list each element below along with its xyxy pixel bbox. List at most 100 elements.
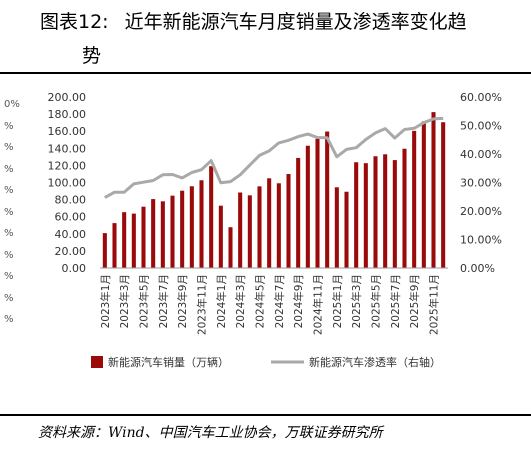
x-axis-tick-label: 2024年7月	[273, 274, 286, 328]
x-axis-tick-label: 2023年9月	[176, 274, 189, 328]
sales-bar	[218, 205, 223, 268]
left-axis-tick-label: 140.00	[48, 142, 87, 155]
left-axis-tick-label: 60.00	[55, 211, 87, 224]
x-axis-tick-label: 2023年5月	[138, 274, 151, 328]
sales-bar	[383, 154, 388, 268]
left-axis-tick-label: 40.00	[55, 228, 87, 241]
sales-bar	[112, 223, 117, 268]
right-axis-tick-label: 50.00%	[460, 120, 502, 133]
sales-bar	[141, 206, 146, 268]
chart-title-text: 近年新能源汽车月度销量及渗透率变化趋	[124, 11, 467, 33]
sales-bar	[151, 199, 156, 268]
sales-bar	[344, 191, 349, 268]
sales-bar	[296, 157, 301, 268]
figure-number: 图表12:	[40, 11, 109, 33]
sales-bar	[209, 166, 214, 268]
left-axis-tick-label: 20.00	[55, 245, 87, 258]
sales-bar	[199, 180, 204, 268]
left-axis-tick-label: 120.00	[48, 159, 87, 172]
right-axis-tick-label: 0.00%	[460, 262, 495, 275]
sales-bar	[402, 148, 407, 268]
x-axis-tick-label: 2025年9月	[408, 274, 421, 328]
penetration-line	[104, 116, 444, 199]
stray-percent-label: %	[4, 163, 14, 175]
sales-bar	[373, 156, 378, 268]
stray-percent-label: %	[4, 142, 14, 153]
x-axis-tick-label: 2025年11月	[428, 274, 441, 335]
left-axis-tick-label: 180.00	[48, 108, 87, 121]
chart-title: 图表12: 近年新能源汽车月度销量及渗透率变化趋	[40, 10, 530, 34]
stray-percent-label: %	[4, 185, 14, 196]
stray-percent-label: %	[4, 292, 14, 304]
right-axis-tick-label: 10.00%	[460, 234, 502, 247]
sales-bar	[305, 145, 310, 268]
sales-bar	[122, 212, 127, 268]
sales-bar	[315, 138, 320, 268]
sales-bar	[131, 213, 136, 268]
x-axis-tick-label: 2023年7月	[157, 274, 170, 328]
sales-bar	[267, 178, 272, 268]
x-axis-tick-label: 2025年3月	[350, 274, 363, 328]
sales-bar	[170, 195, 175, 268]
stray-percent-label: %	[4, 314, 14, 325]
sales-bar	[247, 195, 252, 268]
x-axis-tick-label: 2023年3月	[118, 274, 131, 328]
sales-bar	[412, 130, 417, 268]
x-axis-tick-label: 2024年5月	[254, 274, 267, 328]
x-axis-tick-label: 2025年1月	[331, 274, 344, 328]
penetration-line-group	[104, 116, 444, 199]
right-axis-ticks: 0.00% 10.00% 20.00% 30.00% 40.00% 50.00% 60.00…	[460, 91, 502, 275]
stray-percent-label: %	[4, 249, 14, 261]
stray-percent-label: %	[4, 120, 14, 132]
stray-percent-label: %	[4, 271, 14, 282]
sales-penetration-chart: 0.00 20.00 40.00 60.00 80.00 100.00 120.00 140.…	[48, 91, 502, 369]
sales-bar	[286, 174, 291, 268]
sales-bar	[160, 201, 165, 268]
sales-bar	[354, 162, 359, 268]
bottom-divider	[0, 414, 531, 416]
stray-percent-label: 0%	[4, 99, 20, 110]
sales-bar	[180, 190, 185, 268]
left-axis-tick-label: 100.00	[48, 177, 87, 190]
stray-percent-label: %	[4, 206, 14, 218]
legend-label-sales: 新能源汽车销量（万辆）	[108, 355, 229, 369]
legend-label-penetration: 新能源汽车渗透率（右轴）	[309, 355, 441, 369]
top-divider	[0, 72, 531, 74]
sales-bar	[363, 163, 368, 268]
sales-bar	[421, 121, 426, 269]
sales-bar	[431, 112, 436, 268]
sales-bar	[325, 131, 330, 268]
right-axis-tick-label: 40.00%	[460, 148, 502, 161]
right-axis-tick-label: 30.00%	[460, 177, 502, 190]
sales-bar	[276, 183, 281, 268]
sales-bar	[238, 192, 243, 268]
x-axis-tick-label: 2024年1月	[215, 274, 228, 328]
left-axis-ticks: 0.00 20.00 40.00 60.00 80.00 100.00 120.00 140.…	[48, 91, 87, 275]
sales-bar	[392, 160, 397, 268]
sales-bar	[102, 233, 107, 268]
sales-bar	[257, 186, 262, 268]
x-axis-tick-label: 2023年1月	[99, 274, 112, 328]
sales-bar	[441, 122, 446, 268]
legend: 新能源汽车销量（万辆） 新能源汽车渗透率（右轴）	[91, 355, 441, 369]
stray-percent-label: %	[4, 228, 14, 239]
x-axis-tick-label: 2025年5月	[370, 274, 383, 328]
sales-bars	[102, 112, 446, 269]
source-note: 资料来源：Wind、中国汽车工业协会，万联证券研究所	[38, 425, 383, 441]
chart-title-continuation: 势	[82, 45, 102, 67]
x-axis-tick-label: 2023年11月	[196, 274, 209, 335]
left-axis-tick-label: 0.00	[62, 262, 87, 275]
sales-bar	[334, 187, 339, 268]
left-axis-tick-label: 200.00	[48, 91, 87, 104]
x-axis-tick-label: 2025年7月	[389, 274, 402, 328]
sales-bar	[228, 227, 233, 268]
x-axis-tick-label: 2024年11月	[312, 274, 325, 335]
right-axis-tick-label: 60.00%	[460, 91, 502, 104]
x-axis-tick-label: 2024年9月	[292, 274, 305, 328]
legend-swatch-sales	[91, 356, 103, 368]
left-axis-tick-label: 160.00	[48, 125, 87, 138]
left-axis-tick-label: 80.00	[55, 194, 87, 207]
right-axis-tick-label: 20.00%	[460, 205, 502, 218]
x-axis-ticks: 2023年1月 2023年3月 2023年5月 2023年7月 2023年9月 2023年…	[99, 274, 441, 335]
x-axis-tick-label: 2024年3月	[234, 274, 247, 328]
